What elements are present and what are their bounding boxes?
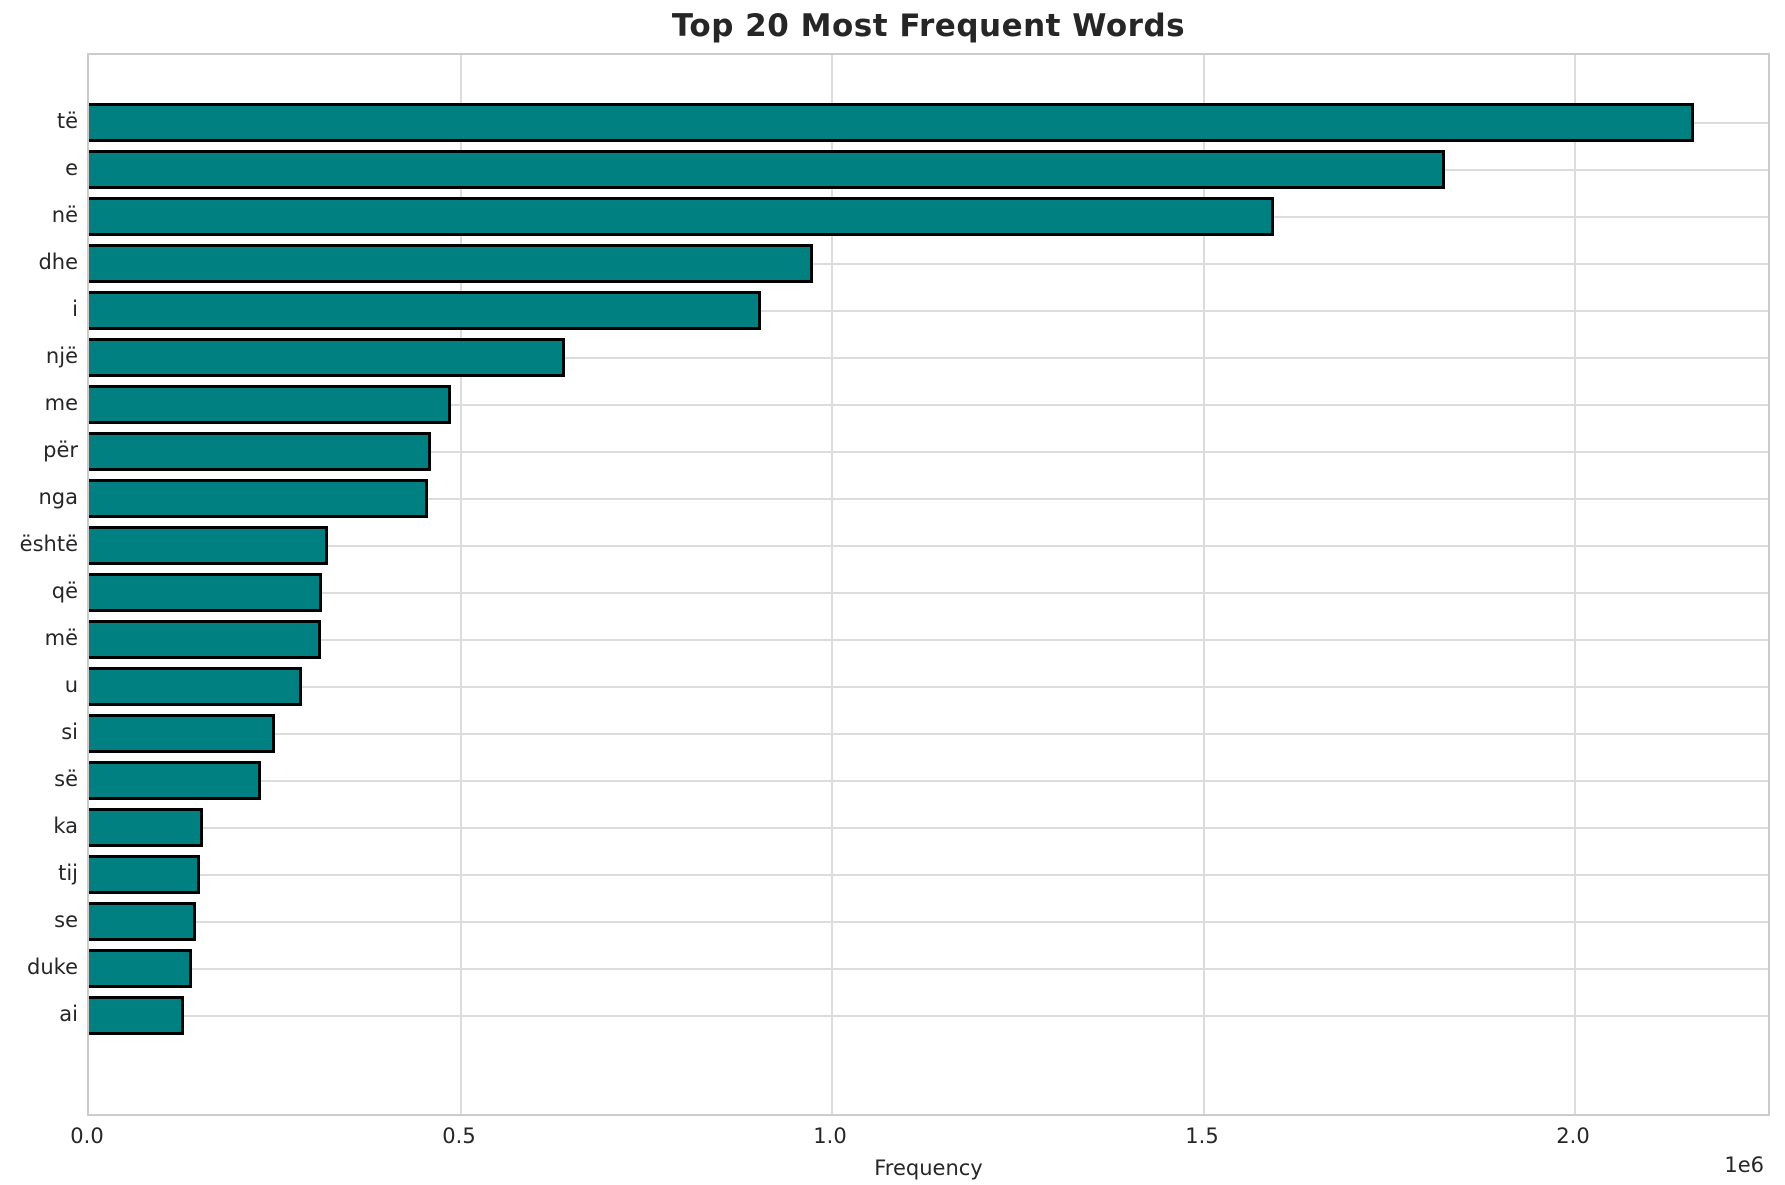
ytick-label-tij: tij xyxy=(58,861,78,885)
xtick-label-2.0: 2.0 xyxy=(1556,1124,1590,1148)
bar-të xyxy=(89,103,1694,142)
xtick-label-0.0: 0.0 xyxy=(70,1124,104,1148)
bar-që xyxy=(89,573,322,612)
xtick-label-0.5: 0.5 xyxy=(442,1124,476,1148)
x-gridline xyxy=(1574,55,1576,1114)
ytick-label-e: e xyxy=(65,156,78,180)
ytick-label-ai: ai xyxy=(59,1002,78,1026)
bar-është xyxy=(89,526,328,565)
x-gridline xyxy=(460,55,462,1114)
chart-title: Top 20 Most Frequent Words xyxy=(671,8,1186,44)
y-gridline xyxy=(89,968,1768,970)
ytick-label-i: i xyxy=(72,297,78,321)
bar-ai xyxy=(89,996,184,1035)
y-gridline xyxy=(89,686,1768,688)
bar-për xyxy=(89,432,431,471)
y-gridline xyxy=(89,451,1768,453)
ytick-label-një: një xyxy=(45,344,78,368)
y-gridline xyxy=(89,639,1768,641)
plot-area xyxy=(87,53,1770,1116)
y-gridline xyxy=(89,874,1768,876)
y-gridline xyxy=(89,404,1768,406)
y-gridline xyxy=(89,592,1768,594)
ytick-label-duke: duke xyxy=(27,955,78,979)
x-gridline xyxy=(831,55,833,1114)
y-gridline xyxy=(89,545,1768,547)
bar-e xyxy=(89,150,1445,189)
bar-një xyxy=(89,338,565,377)
ytick-label-në: në xyxy=(51,203,78,227)
bar-së xyxy=(89,761,261,800)
ytick-label-se: se xyxy=(54,908,78,932)
y-gridline xyxy=(89,1015,1768,1017)
x-gridline xyxy=(1203,55,1205,1114)
y-gridline xyxy=(89,263,1768,265)
y-gridline xyxy=(89,310,1768,312)
ytick-label-u: u xyxy=(64,673,78,697)
bar-si xyxy=(89,714,275,753)
y-gridline xyxy=(89,921,1768,923)
y-gridline xyxy=(89,827,1768,829)
ytick-label-është: është xyxy=(19,532,78,556)
ytick-label-që: që xyxy=(51,579,78,603)
ytick-label-si: si xyxy=(61,720,78,744)
ytick-label-ka: ka xyxy=(53,814,78,838)
xtick-label-1.0: 1.0 xyxy=(813,1124,847,1148)
xtick-label-1.5: 1.5 xyxy=(1185,1124,1219,1148)
bar-tij xyxy=(89,855,200,894)
bar-më xyxy=(89,620,321,659)
y-gridline xyxy=(89,498,1768,500)
x-axis-label: Frequency xyxy=(874,1156,983,1180)
ytick-label-nga: nga xyxy=(38,485,78,509)
bar-dhe xyxy=(89,244,813,283)
y-gridline xyxy=(89,780,1768,782)
ytick-label-më: më xyxy=(44,626,78,650)
ytick-label-për: për xyxy=(43,438,78,462)
ytick-label-të: të xyxy=(56,109,78,133)
bar-u xyxy=(89,667,302,706)
bar-ka xyxy=(89,808,203,847)
bar-në xyxy=(89,197,1274,236)
bar-duke xyxy=(89,949,192,988)
ytick-label-së: së xyxy=(54,767,78,791)
y-gridline xyxy=(89,357,1768,359)
bar-i xyxy=(89,291,761,330)
x-axis-offset-label: 1e6 xyxy=(1724,1153,1764,1177)
bar-nga xyxy=(89,479,428,518)
bar-se xyxy=(89,902,196,941)
bar-me xyxy=(89,385,451,424)
ytick-label-dhe: dhe xyxy=(38,250,78,274)
y-gridline xyxy=(89,733,1768,735)
ytick-label-me: me xyxy=(44,391,78,415)
